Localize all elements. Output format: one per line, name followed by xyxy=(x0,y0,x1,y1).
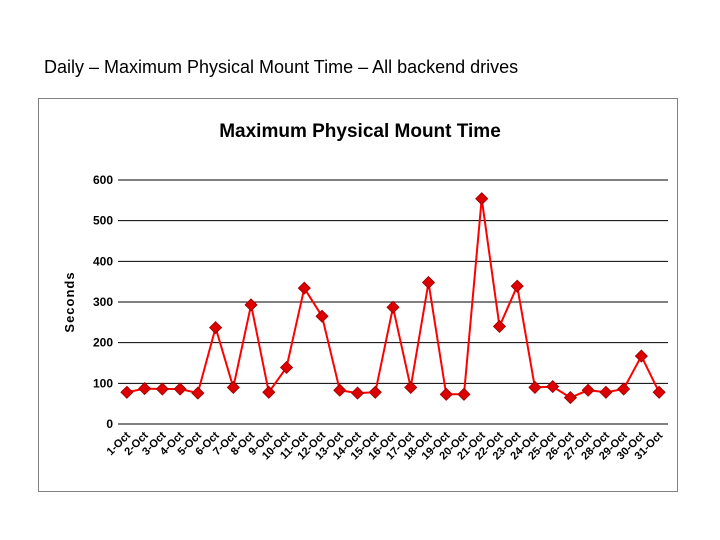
y-axis-label: Seconds xyxy=(62,271,77,332)
y-tick-labels: 0 100 200 300 400 500 600 xyxy=(93,173,113,431)
series-line-path xyxy=(126,198,660,399)
data-point-marker xyxy=(138,382,152,396)
chart-frame xyxy=(38,98,678,492)
chart-title: Maximum Physical Mount Time xyxy=(219,121,501,142)
data-point-marker xyxy=(404,380,418,394)
y-tick-label: 400 xyxy=(93,254,113,268)
data-point-marker xyxy=(350,386,365,400)
data-point-marker xyxy=(244,298,258,312)
data-point-marker xyxy=(546,380,560,394)
data-point-marker xyxy=(279,360,294,375)
y-tick-label: 0 xyxy=(106,417,113,431)
y-tick-label: 100 xyxy=(93,376,113,390)
x-tick-labels: 1-Oct2-Oct3-Oct4-Oct5-Oct6-Oct7-Oct8-Oct… xyxy=(105,429,666,462)
data-point-marker xyxy=(510,279,524,293)
data-point-marker xyxy=(475,192,489,206)
slide-title: Daily – Maximum Physical Mount Time – Al… xyxy=(44,57,519,77)
data-point-marker xyxy=(173,382,187,396)
data-point-marker xyxy=(120,385,134,399)
data-point-marker xyxy=(652,385,666,399)
data-point-marker xyxy=(368,385,382,399)
data-point-marker xyxy=(191,386,205,400)
y-tick-label: 500 xyxy=(93,214,113,228)
data-point-marker xyxy=(262,385,276,399)
data-point-marker xyxy=(634,349,648,363)
data-point-marker xyxy=(386,300,400,314)
data-point-marker xyxy=(617,382,631,396)
y-tick-label: 200 xyxy=(93,336,113,350)
y-tick-label: 300 xyxy=(93,295,113,309)
data-point-marker xyxy=(209,321,223,335)
data-point-marker xyxy=(581,383,595,397)
data-point-marker xyxy=(155,382,169,396)
data-point-marker xyxy=(226,380,240,394)
gridlines xyxy=(118,179,668,425)
data-point-marker xyxy=(297,281,311,295)
series-markers xyxy=(120,192,666,405)
data-point-marker xyxy=(457,387,471,401)
data-point-marker xyxy=(492,319,507,333)
data-point-marker xyxy=(563,391,577,405)
data-point-marker xyxy=(333,383,347,397)
data-point-marker xyxy=(599,385,613,399)
series-line xyxy=(126,198,660,399)
data-point-marker xyxy=(315,309,329,323)
data-point-marker xyxy=(421,275,436,290)
y-tick-label: 600 xyxy=(93,173,113,187)
data-point-marker xyxy=(528,380,542,394)
data-point-marker xyxy=(439,387,453,401)
